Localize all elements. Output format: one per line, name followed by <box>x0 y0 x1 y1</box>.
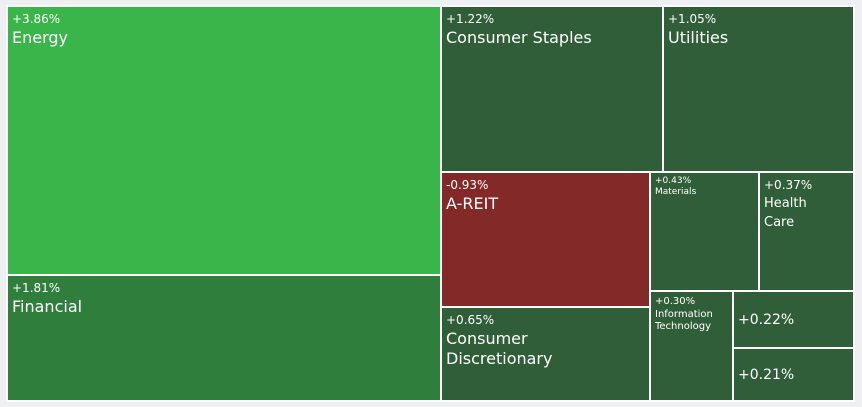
tile-sector-label: Utilities <box>668 28 729 47</box>
tile-sector-label: Consumer Discretionary <box>446 329 553 368</box>
tile-change-label: +1.81% <box>12 281 61 295</box>
tile-energy[interactable]: +3.86% Energy <box>6 5 442 276</box>
tile-change-label: +0.37% <box>764 178 813 192</box>
tile-consumer-staples[interactable]: +1.22% Consumer Staples <box>440 5 664 173</box>
tile-financial[interactable]: +1.81% Financial <box>6 274 442 402</box>
tile-materials[interactable]: +0.43% Materials <box>649 171 760 292</box>
tile-change-label: +0.22% <box>738 311 795 328</box>
tile-change-label: +0.30% <box>655 296 696 307</box>
tile-sector-9[interactable]: +0.22% <box>732 290 855 349</box>
tile-sector-label: Information Technology <box>655 309 713 332</box>
tile-sector-label: Financial <box>12 297 83 316</box>
tile-change-label: +0.65% <box>446 313 495 327</box>
tile-change-label: +0.21% <box>738 366 795 383</box>
tile-utilities[interactable]: +1.05% Utilities <box>662 5 855 173</box>
tile-change-label: +3.86% <box>12 12 61 26</box>
tile-change-label: +0.43% <box>655 176 692 186</box>
tile-information-technology[interactable]: +0.30% Information Technology <box>649 290 734 402</box>
tile-sector-label: Consumer Staples <box>446 28 592 47</box>
tile-sector-label: Materials <box>655 187 697 197</box>
tile-change-label: +1.22% <box>446 12 495 26</box>
tile-consumer-discretionary[interactable]: +0.65% Consumer Discretionary <box>440 306 651 402</box>
tile-a-reit[interactable]: -0.93% A-REIT <box>440 171 651 308</box>
tile-change-label: +1.05% <box>668 12 717 26</box>
tile-sector-label: Health Care <box>764 196 807 230</box>
tile-sector-label: A-REIT <box>446 194 499 213</box>
tile-change-label: -0.93% <box>446 178 489 192</box>
tile-sector-label: Energy <box>12 28 69 47</box>
tile-sector-10[interactable]: +0.21% <box>732 347 855 402</box>
tile-health-care[interactable]: +0.37% Health Care <box>758 171 855 292</box>
